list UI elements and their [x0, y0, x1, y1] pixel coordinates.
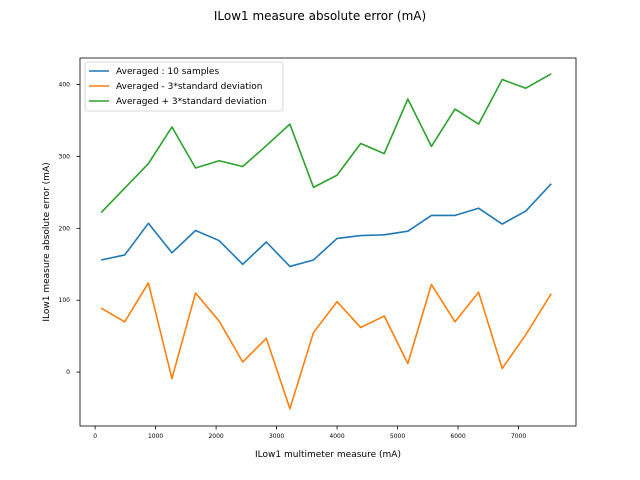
x-tick-label: 5000	[390, 433, 405, 440]
legend-entry-2: Averaged - 3*standard deviation	[116, 82, 262, 92]
series-line-3	[100, 73, 552, 214]
chart-title: ILow1 measure absolute error (mA)	[214, 9, 426, 23]
x-axis-ticks: 0 1000 2000 3000 4000 5000 6000 7000	[93, 426, 526, 440]
x-tick-label: 6000	[450, 433, 465, 440]
x-tick-label: 3000	[269, 433, 284, 440]
series-line-1	[101, 183, 552, 268]
y-axis-ticks: 0 100 200 300 400	[59, 82, 80, 376]
series-line-2	[100, 282, 552, 410]
y-tick-label: 300	[59, 153, 71, 160]
y-axis-label: ILow1 measure absolute error (mA)	[42, 162, 52, 321]
x-tick-label: 4000	[329, 433, 344, 440]
legend-box	[84, 61, 284, 112]
y-tick-label: 100	[59, 297, 71, 304]
x-tick-label: 1000	[148, 433, 163, 440]
x-tick-label: 2000	[208, 433, 223, 440]
y-tick-label: 400	[59, 82, 71, 89]
y-tick-label: 0	[66, 369, 70, 376]
x-axis-label: ILow1 multimeter measure (mA)	[255, 450, 401, 460]
legend-entry-3: Averaged + 3*standard deviation	[116, 97, 267, 107]
axes-frame	[79, 57, 577, 427]
legend: Averaged : 10 samples Averaged - 3*standa…	[84, 61, 284, 112]
x-tick-label: 0	[93, 433, 97, 440]
y-tick-label: 200	[59, 225, 71, 232]
x-tick-label: 7000	[511, 433, 526, 440]
plot-lines	[100, 73, 552, 410]
legend-entry-1: Averaged : 10 samples	[116, 67, 219, 77]
